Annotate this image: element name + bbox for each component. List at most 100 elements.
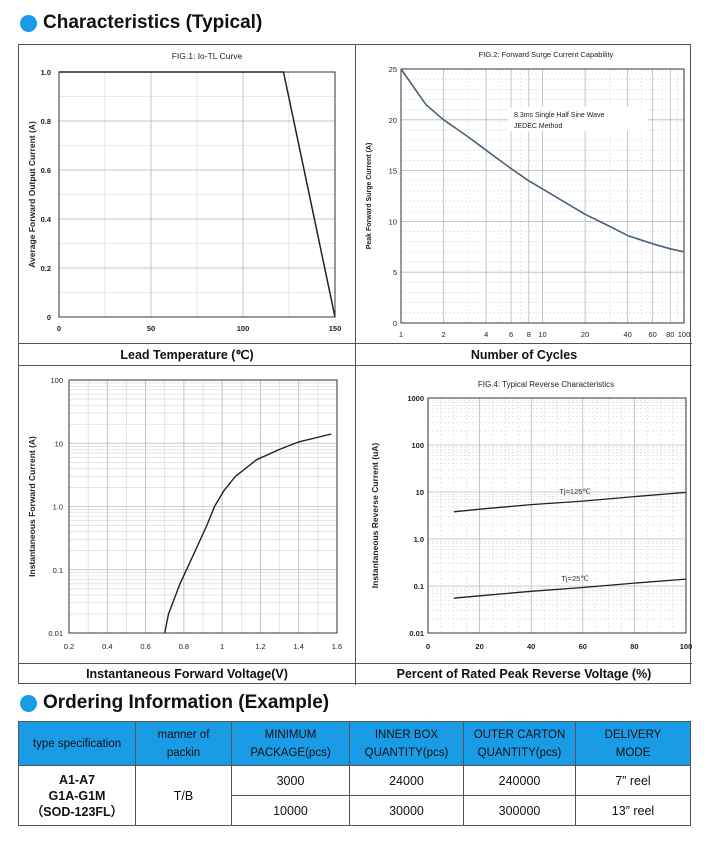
chart-cell-1: 0 50 100 150 0 0.2 0.4 0.6 0.8 1.0 FIG.1: Io-TL Cu…: [19, 45, 356, 366]
fig1-xlabel: Lead Temperature (℃): [19, 343, 355, 366]
inner-box-cell: 30000: [349, 795, 464, 826]
y-tick-label: 1000: [407, 394, 424, 403]
delivery-cell: 13” reel: [575, 795, 691, 826]
fig1-chart: 0 50 100 150 0 0.2 0.4 0.6 0.8 1.0 FIG.1: Io-TL Cu…: [27, 51, 342, 333]
chart-title: FIG.1: Io-TL Curve: [172, 51, 243, 61]
x-tick-label: 2: [442, 330, 446, 339]
y-tick-label: 0: [47, 313, 51, 322]
bullet-icon: [20, 694, 37, 712]
y-tick-label: 5: [393, 268, 397, 277]
y-tick-label: 100: [50, 376, 63, 385]
x-tick-label: 50: [147, 324, 155, 333]
x-tick-label: 60: [579, 642, 587, 651]
col-header-inner-box: INNER BOX QUANTITY(pcs): [349, 721, 464, 766]
fig4-xlabel: Percent of Rated Peak Reverse Voltage (%…: [356, 663, 692, 685]
y-tick-label: 0.1: [53, 566, 63, 575]
outer-carton-cell: 300000: [463, 795, 576, 826]
y-tick-label: 0.01: [48, 629, 63, 638]
table-row: 10000 30000 300000 13” reel: [19, 795, 691, 826]
x-tick-label: 1: [220, 642, 224, 651]
y-tick-label: 0.6: [41, 166, 51, 175]
x-tick-label: 100: [237, 324, 250, 333]
chart-cell-2: 1 2 4 6 8 10 20 40 60 80 100 0 5 10 15 20 25 FIG.2: Forwa…: [356, 45, 692, 366]
chart-title: FIG.4: Typical Reverse Characteristics: [478, 380, 614, 389]
col-header-delivery: DELIVERY MODE: [575, 721, 691, 766]
x-tick-label: 100: [680, 642, 692, 651]
annotation-line: JEDEC Method: [514, 123, 562, 130]
x-tick-label: 0: [426, 642, 430, 651]
fig3-xlabel: Instantaneous Forward Voltage(V): [19, 663, 355, 685]
x-tick-label: 8: [527, 330, 531, 339]
series-line: [164, 433, 332, 634]
chart-cell-4: 0 20 40 60 80 100 0.01 0.1 1.0 10 100 1000 FIG.4: Ty…: [356, 366, 692, 685]
charts-grid: 0 50 100 150 0 0.2 0.4 0.6 0.8 1.0 FIG.1: Io-TL Cu…: [18, 44, 692, 685]
y-tick-label: 10: [416, 488, 424, 497]
bullet-icon: [20, 14, 37, 32]
table-header-row: type specification manner of packin MINIM…: [18, 721, 691, 766]
y-tick-label: 10: [389, 217, 397, 226]
ordering-header: Ordering Information (Example): [20, 692, 329, 714]
annotation-line: 8.3ms Single Half Sine Wave: [514, 112, 604, 119]
col-header-type: type specification: [18, 721, 136, 766]
plot-frame: [427, 397, 687, 634]
delivery-cell: 7” reel: [575, 765, 691, 796]
y-tick-label: 0.1: [414, 582, 424, 591]
type-spec-cell: A1-A7 G1A-G1M （SOD-123FL）: [18, 765, 136, 826]
x-tick-label: 80: [666, 330, 674, 339]
outer-carton-cell: 240000: [463, 765, 576, 796]
inner-box-cell: 24000: [349, 765, 464, 796]
y-tick-label: 0.8: [41, 117, 51, 126]
y-axis-label: Instantaneous Forward Current (A): [27, 436, 37, 577]
x-tick-label: 40: [624, 330, 632, 339]
x-tick-label: 1.2: [255, 642, 265, 651]
x-tick-label: 6: [509, 330, 513, 339]
characteristics-header: Characteristics (Typical): [20, 12, 262, 34]
section-title: Characteristics (Typical): [43, 12, 263, 33]
x-tick-label: 0.8: [179, 642, 189, 651]
y-tick-label: 1.0: [53, 503, 63, 512]
x-tick-label: 10: [538, 330, 546, 339]
y-axis-label: Instantaneous Reverse Current (uA): [370, 443, 380, 589]
series-line: [453, 491, 687, 513]
x-tick-label: 150: [329, 324, 342, 333]
series-line: [59, 71, 336, 318]
manner-cell: T/B: [135, 765, 232, 826]
x-tick-label: 4: [484, 330, 488, 339]
series-line: [400, 68, 685, 253]
x-tick-label: 0.6: [140, 642, 150, 651]
series-label: Tj=25℃: [561, 574, 589, 583]
x-tick-label: 100: [678, 330, 691, 339]
series-line: [453, 578, 687, 599]
series-label: Tj=125℃: [559, 487, 591, 496]
fig4-chart: 0 20 40 60 80 100 0.01 0.1 1.0 10 100 1000 FIG.4: Ty…: [370, 380, 692, 651]
y-axis-label: Average Forward Output Current (A): [27, 121, 37, 268]
fig3-chart: 0.2 0.4 0.6 0.8 1 1.2 1.4 1.6 0.01 0.1 1.0 10 100 Ins…: [27, 376, 342, 651]
y-tick-label: 0.2: [41, 264, 51, 273]
ordering-table: type specification manner of packin MINIM…: [18, 721, 691, 826]
x-tick-label: 0.2: [64, 642, 74, 651]
y-tick-label: 0.4: [41, 215, 52, 224]
y-tick-label: 1.0: [414, 535, 424, 544]
chart-cell-3: 0.2 0.4 0.6 0.8 1 1.2 1.4 1.6 0.01 0.1 1.0 10 100 Ins…: [19, 366, 356, 685]
section-title: Ordering Information (Example): [43, 692, 330, 713]
x-tick-label: 1.4: [293, 642, 303, 651]
fig2-chart: 1 2 4 6 8 10 20 40 60 80 100 0 5 10 15 20 25 FIG.2: Forwa…: [366, 50, 691, 339]
y-tick-label: 0: [393, 319, 397, 328]
min-package-cell: 10000: [231, 795, 350, 826]
y-tick-label: 100: [411, 441, 424, 450]
min-package-cell: 3000: [231, 765, 350, 796]
y-tick-label: 15: [389, 167, 397, 176]
y-tick-label: 10: [55, 439, 63, 448]
x-tick-label: 80: [630, 642, 638, 651]
plot-frame: [68, 379, 338, 634]
col-header-manner: manner of packin: [135, 721, 232, 766]
y-tick-label: 1.0: [41, 68, 51, 77]
x-tick-label: 1.6: [332, 642, 342, 651]
fig2-xlabel: Number of Cycles: [356, 343, 692, 366]
y-axis-label: Peak Forward Surge Current (A): [366, 143, 373, 250]
annotation-box: [508, 107, 648, 131]
x-tick-label: 40: [527, 642, 535, 651]
x-tick-label: 0: [57, 324, 61, 333]
plot-frame: [400, 68, 685, 324]
x-tick-label: 20: [581, 330, 589, 339]
